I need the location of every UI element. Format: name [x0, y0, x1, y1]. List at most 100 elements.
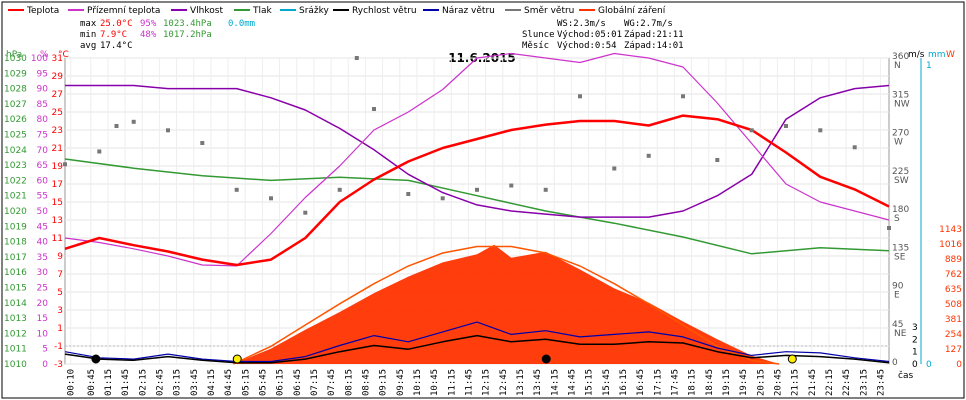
- x-tick-label: 06:45: [293, 369, 303, 396]
- temperature-tick-label: 3: [57, 306, 63, 316]
- stat-max-rain: 0.0mm: [228, 19, 255, 29]
- humidity-tick-label: 60: [37, 176, 49, 186]
- wind-direction-point: [131, 119, 136, 124]
- axes: 1030102910281027102610251024102310221021…: [4, 52, 962, 396]
- x-tick-label: 02:45: [155, 369, 165, 396]
- stat-max-label: max: [80, 19, 97, 29]
- legend-item-teplota: Teplota: [8, 6, 59, 16]
- pressure-tick-label: 1013: [4, 314, 27, 324]
- radiation-tick-label: 762: [945, 270, 962, 280]
- temperature-tick-label: 21: [52, 144, 63, 154]
- wind-direction-compass-label: W: [894, 138, 903, 148]
- pressure-tick-label: 1029: [4, 69, 27, 79]
- x-tick-label: 00:45: [87, 369, 97, 396]
- info-sun-label: Slunce: [522, 30, 555, 40]
- pressure-tick-label: 1024: [4, 146, 27, 156]
- x-tick-label: 22:15: [825, 369, 835, 396]
- legend-item-naraz-vetru: Náraz větru: [423, 6, 495, 16]
- radiation-tick-label: 508: [945, 300, 962, 310]
- wind-speed-tick-label: 1: [912, 348, 918, 358]
- x-tick-label: 23:45: [876, 369, 886, 396]
- sunset-marker: [787, 354, 797, 364]
- pressure-tick-label: 1026: [4, 115, 27, 125]
- info-block: WS:2.3m/s WG:2.7m/s Slunce Východ:05:01 …: [522, 19, 684, 51]
- temperature-tick-label: 29: [52, 72, 64, 82]
- pressure-tick-label: 1015: [4, 284, 27, 294]
- pressure-tick-label: 1020: [4, 207, 27, 217]
- x-tick-label: 06:15: [276, 369, 286, 396]
- temperature-tick-label: -1: [54, 342, 63, 352]
- radiation-tick-label: 1016: [939, 240, 962, 250]
- pressure-tick-label: 1014: [4, 299, 27, 309]
- humidity-tick-label: 20: [37, 299, 49, 309]
- x-tick-label: 08:45: [361, 369, 371, 396]
- wind-direction-point: [303, 210, 308, 215]
- legend-item-rychlost-vetru: Rychlost větru: [333, 6, 417, 16]
- humidity-tick-label: 80: [37, 115, 49, 125]
- humidity-tick-label: 50: [37, 207, 49, 217]
- stat-min-label: min: [80, 30, 96, 40]
- legend-label-globalni-zareni: Globální záření: [598, 6, 666, 16]
- wind-direction-point: [354, 56, 359, 60]
- wind-direction-point: [440, 196, 445, 201]
- sun-moon-markers: [91, 354, 797, 364]
- info-moon-set: Západ:14:01: [624, 41, 684, 51]
- x-tick-label: 02:15: [138, 369, 148, 396]
- radiation-tick-label: 1143: [939, 225, 962, 235]
- x-tick-label: 09:45: [396, 369, 406, 396]
- x-tick-label: 13:15: [516, 369, 526, 396]
- temperature-tick-label: 15: [52, 198, 63, 208]
- x-tick-label: 15:15: [585, 369, 595, 396]
- wind-direction-point: [749, 128, 754, 133]
- pressure-tick-label: 1022: [4, 176, 27, 186]
- wind-direction-point: [372, 107, 376, 111]
- wind-direction-point: [818, 128, 823, 133]
- radiation-tick-label: 889: [945, 255, 962, 265]
- wind-direction-tick-label: 360: [892, 52, 909, 62]
- temperature-tick-label: 13: [52, 216, 63, 226]
- legend-label-naraz-vetru: Náraz větru: [442, 6, 495, 16]
- temperature-tick-label: 1: [57, 324, 63, 334]
- wind-direction-tick-label: 270: [892, 129, 909, 139]
- humidity-tick-label: 25: [37, 284, 48, 294]
- temperature-tick-label: 23: [52, 126, 63, 136]
- wind-direction-point: [509, 183, 514, 188]
- humidity-tick-label: 40: [37, 238, 49, 248]
- legend-label-srazky: Srážky: [299, 6, 330, 16]
- humidity-tick-label: 95: [37, 69, 48, 79]
- wind-direction-point: [63, 162, 67, 167]
- humidity-tick-label: 45: [37, 222, 48, 232]
- wind-direction-compass-label: S: [894, 214, 900, 224]
- rain-tick-label: 1: [926, 61, 932, 71]
- legend-item-tlak: Tlak: [234, 6, 273, 16]
- info-moon-label: Měsíc: [522, 41, 549, 51]
- radiation-tick-label: 254: [945, 330, 962, 340]
- radiation-series: [232, 244, 780, 365]
- x-tick-label: 17:15: [653, 369, 663, 396]
- wind-direction-point: [646, 153, 651, 158]
- wind-direction-point: [234, 187, 239, 192]
- wind-gust-line: [64, 321, 890, 363]
- legend-item-globalni-zareni: Globální záření: [579, 6, 666, 16]
- stat-avg-label: avg: [80, 41, 96, 51]
- pressure-tick-label: 1019: [4, 222, 27, 232]
- wind-speed-tick-label: 3: [912, 323, 918, 333]
- wind-direction-point: [97, 149, 102, 154]
- pressure-tick-label: 1016: [4, 268, 27, 278]
- humidity-tick-label: 30: [37, 268, 49, 278]
- x-tick-label: 16:15: [619, 369, 629, 396]
- x-tick-label: 11:45: [464, 369, 474, 396]
- radiation-area: [233, 244, 780, 364]
- unit-temperature: °C: [58, 50, 69, 60]
- wind-speed-tick-label: 0: [912, 360, 918, 370]
- x-tick-label: 18:15: [688, 369, 698, 396]
- x-tick-label: 00:10: [67, 369, 77, 396]
- temperature-tick-label: 19: [52, 162, 64, 172]
- pressure-tick-label: 1023: [4, 161, 27, 171]
- wind-direction-tick-label: 135: [892, 243, 909, 253]
- pressure-tick-label: 1030: [4, 54, 27, 64]
- x-tick-label: 03:45: [190, 369, 200, 396]
- x-tick-label: 12:45: [499, 369, 509, 396]
- clear-sky-radiation-line: [232, 245, 780, 365]
